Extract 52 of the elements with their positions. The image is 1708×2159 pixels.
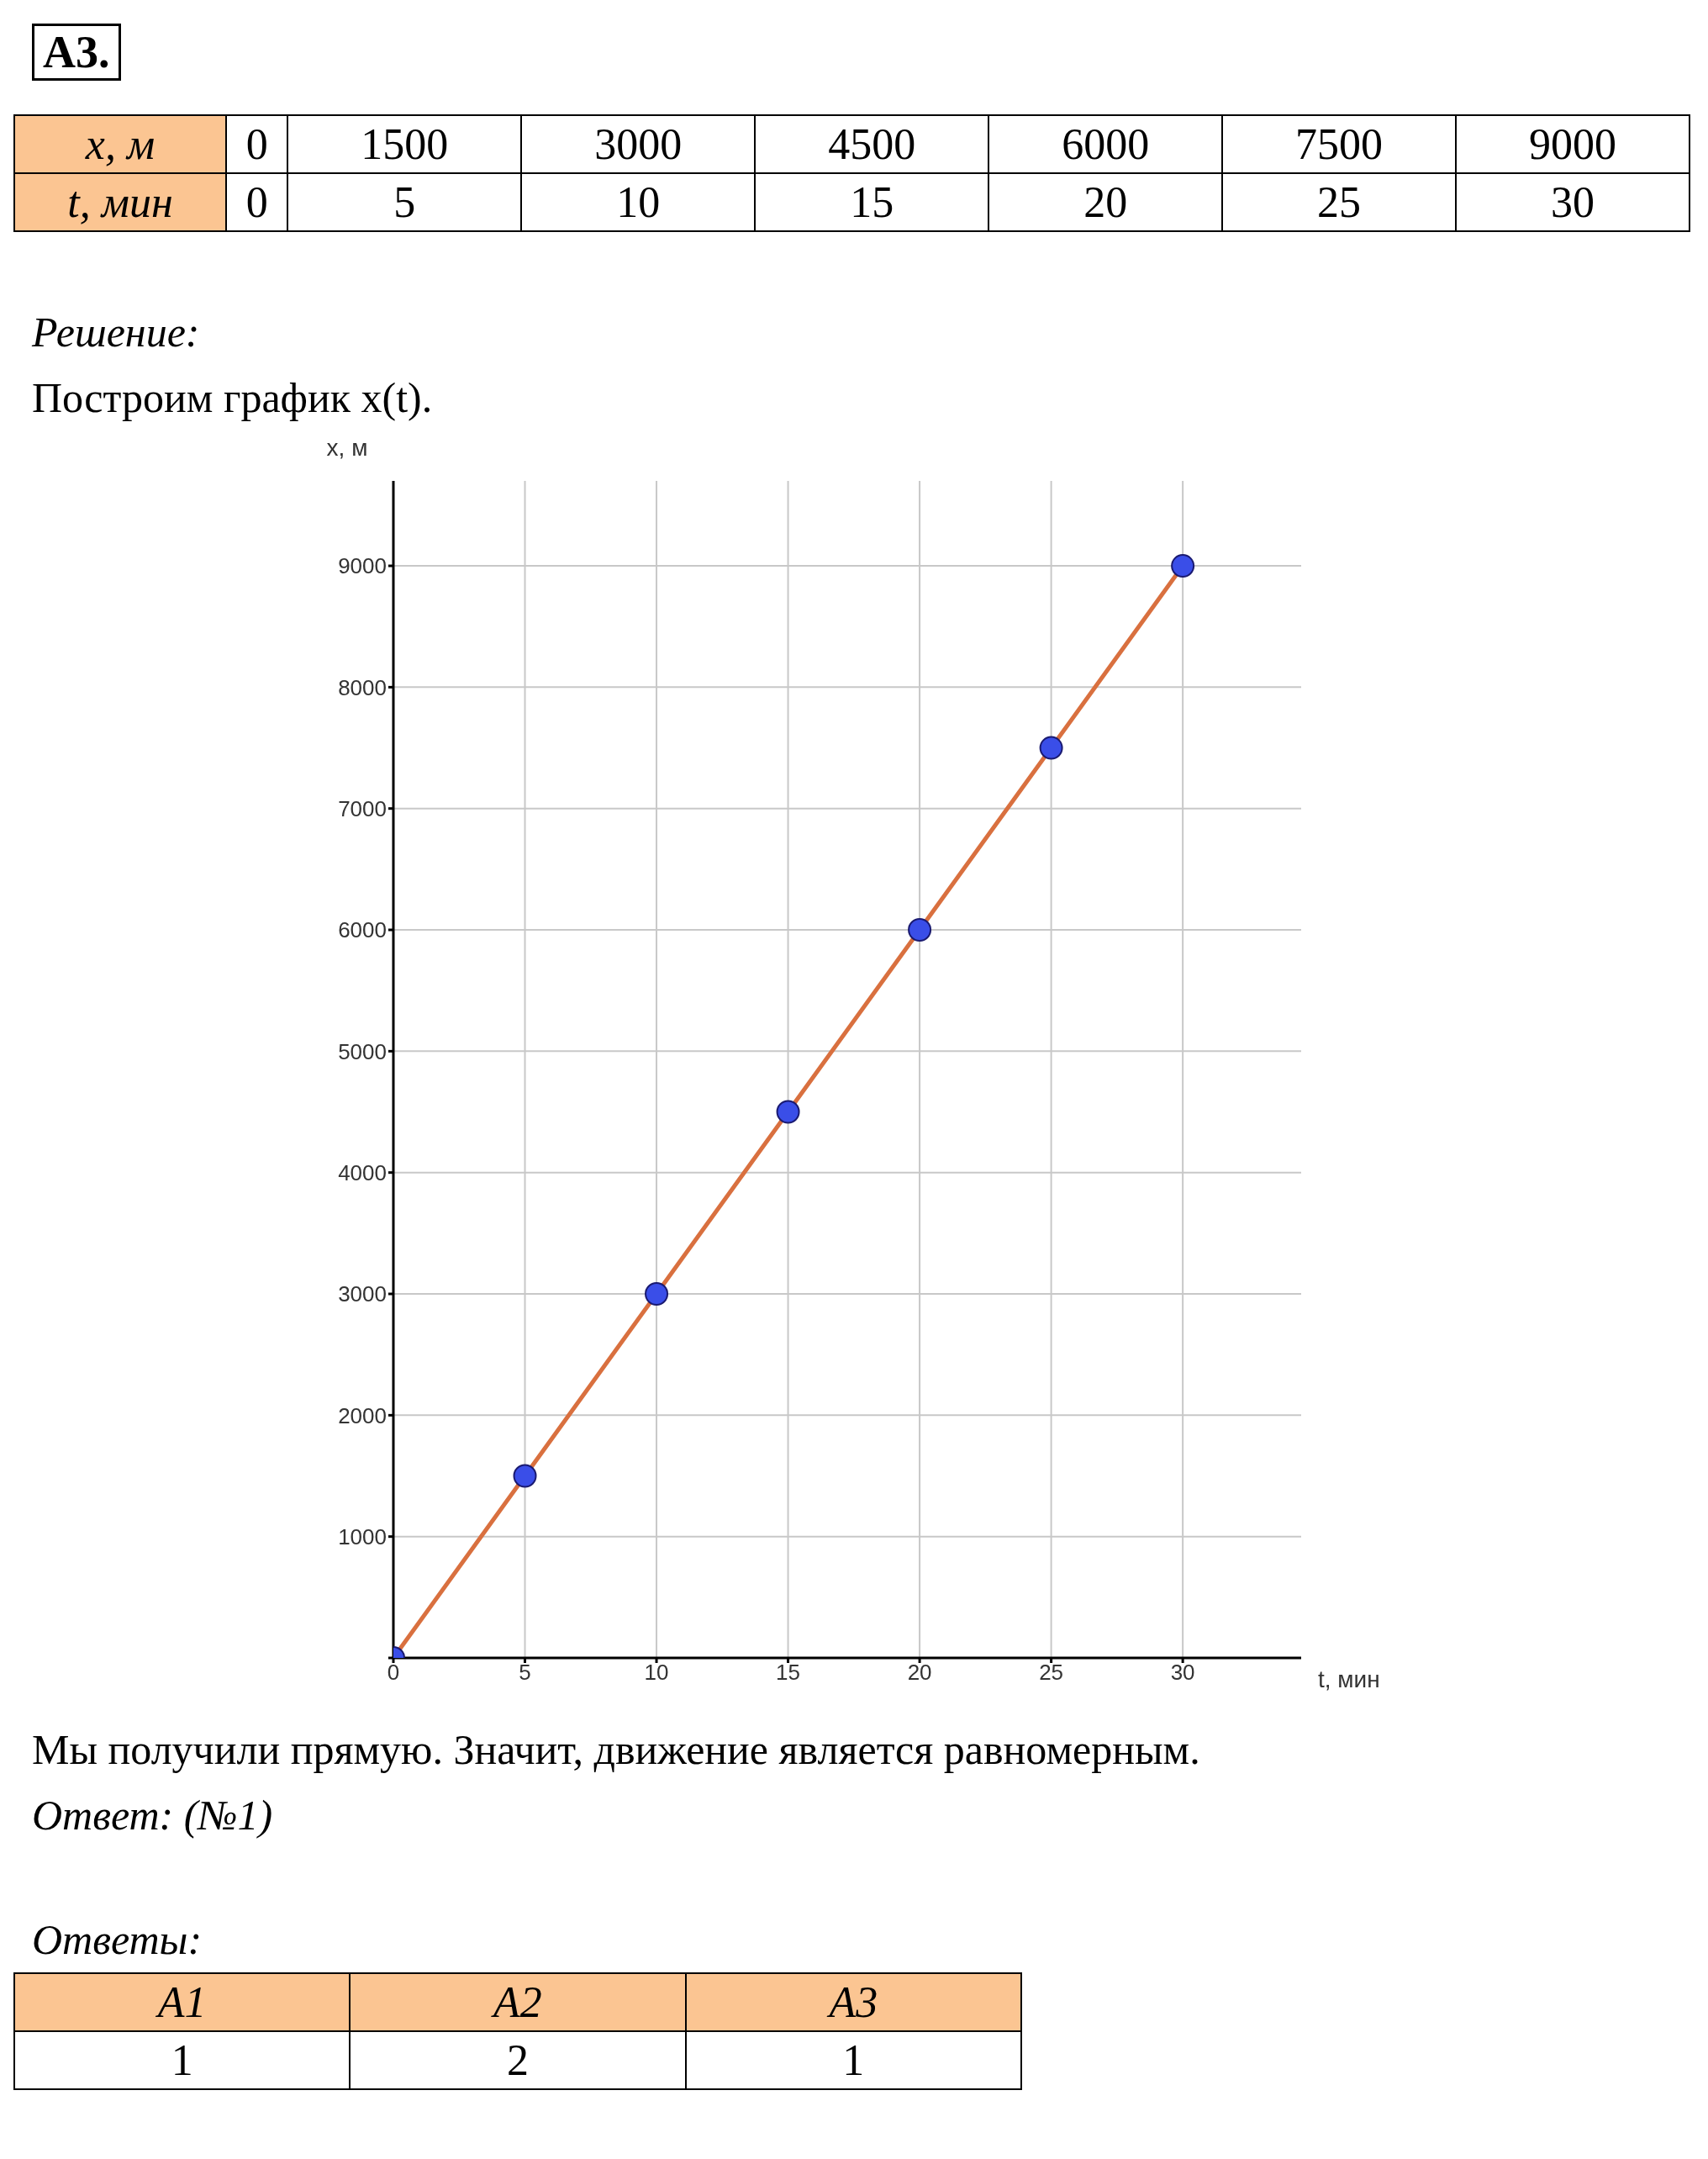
text: 30 [1456,173,1690,231]
text: 15 [755,173,989,231]
y-axis-title: x, м [326,435,368,461]
text: Ответ: (№1) [32,1791,274,1840]
text: 6000 [988,115,1223,173]
text: A3. [32,24,121,81]
text: t, мин [67,178,173,226]
x-tick-label: 15 [776,1660,801,1686]
x-tick-label: 10 [644,1660,669,1686]
text: 9000 [1456,115,1690,173]
y-tick-label: 6000 [338,917,387,943]
x-tick-label: 20 [907,1660,932,1686]
text: Решение: [32,308,201,356]
y-tick-label: 8000 [338,674,387,700]
y-tick-label: 5000 [338,1038,387,1064]
y-tick-label: 4000 [338,1159,387,1185]
text: Построим график x(t). [32,373,434,422]
text: A1 [14,1973,351,2031]
text: 25 [1222,173,1457,231]
text: Мы получили прямую. Значит, движение является равномерным. [32,1725,1201,1774]
text: 5 [287,173,522,231]
text: 0 [226,115,288,173]
text: A2 [350,1973,686,2031]
point [645,1282,669,1306]
text: Ответы: [32,1915,203,1964]
y-tick-label: 9000 [338,553,387,579]
text: 20 [988,173,1223,231]
text: 4500 [755,115,989,173]
y-tick-label: 2000 [338,1402,387,1428]
x-tick-label: 5 [519,1660,531,1686]
text: 10 [521,173,756,231]
x-axis-title: t, мин [1318,1665,1380,1692]
point [1039,736,1063,760]
point [1171,554,1195,578]
text: x, м [85,120,156,168]
text: A3 [685,1973,1021,2031]
text: 7500 [1222,115,1457,173]
y-tick-label: 1000 [338,1523,387,1549]
x-tick-label: 25 [1039,1660,1064,1686]
point [776,1100,800,1124]
text: 3000 [521,115,756,173]
text: 1 [685,2031,1021,2089]
text: 0 [226,173,288,231]
x-tick-label: 0 [387,1660,400,1686]
y-tick-label: 7000 [338,795,387,821]
y-tick-label: 3000 [338,1281,387,1307]
x-tick-label: 30 [1170,1660,1195,1686]
text: 1 [14,2031,351,2089]
point [513,1464,537,1488]
text: 1500 [287,115,522,173]
point [908,918,932,942]
text: 2 [350,2031,686,2089]
